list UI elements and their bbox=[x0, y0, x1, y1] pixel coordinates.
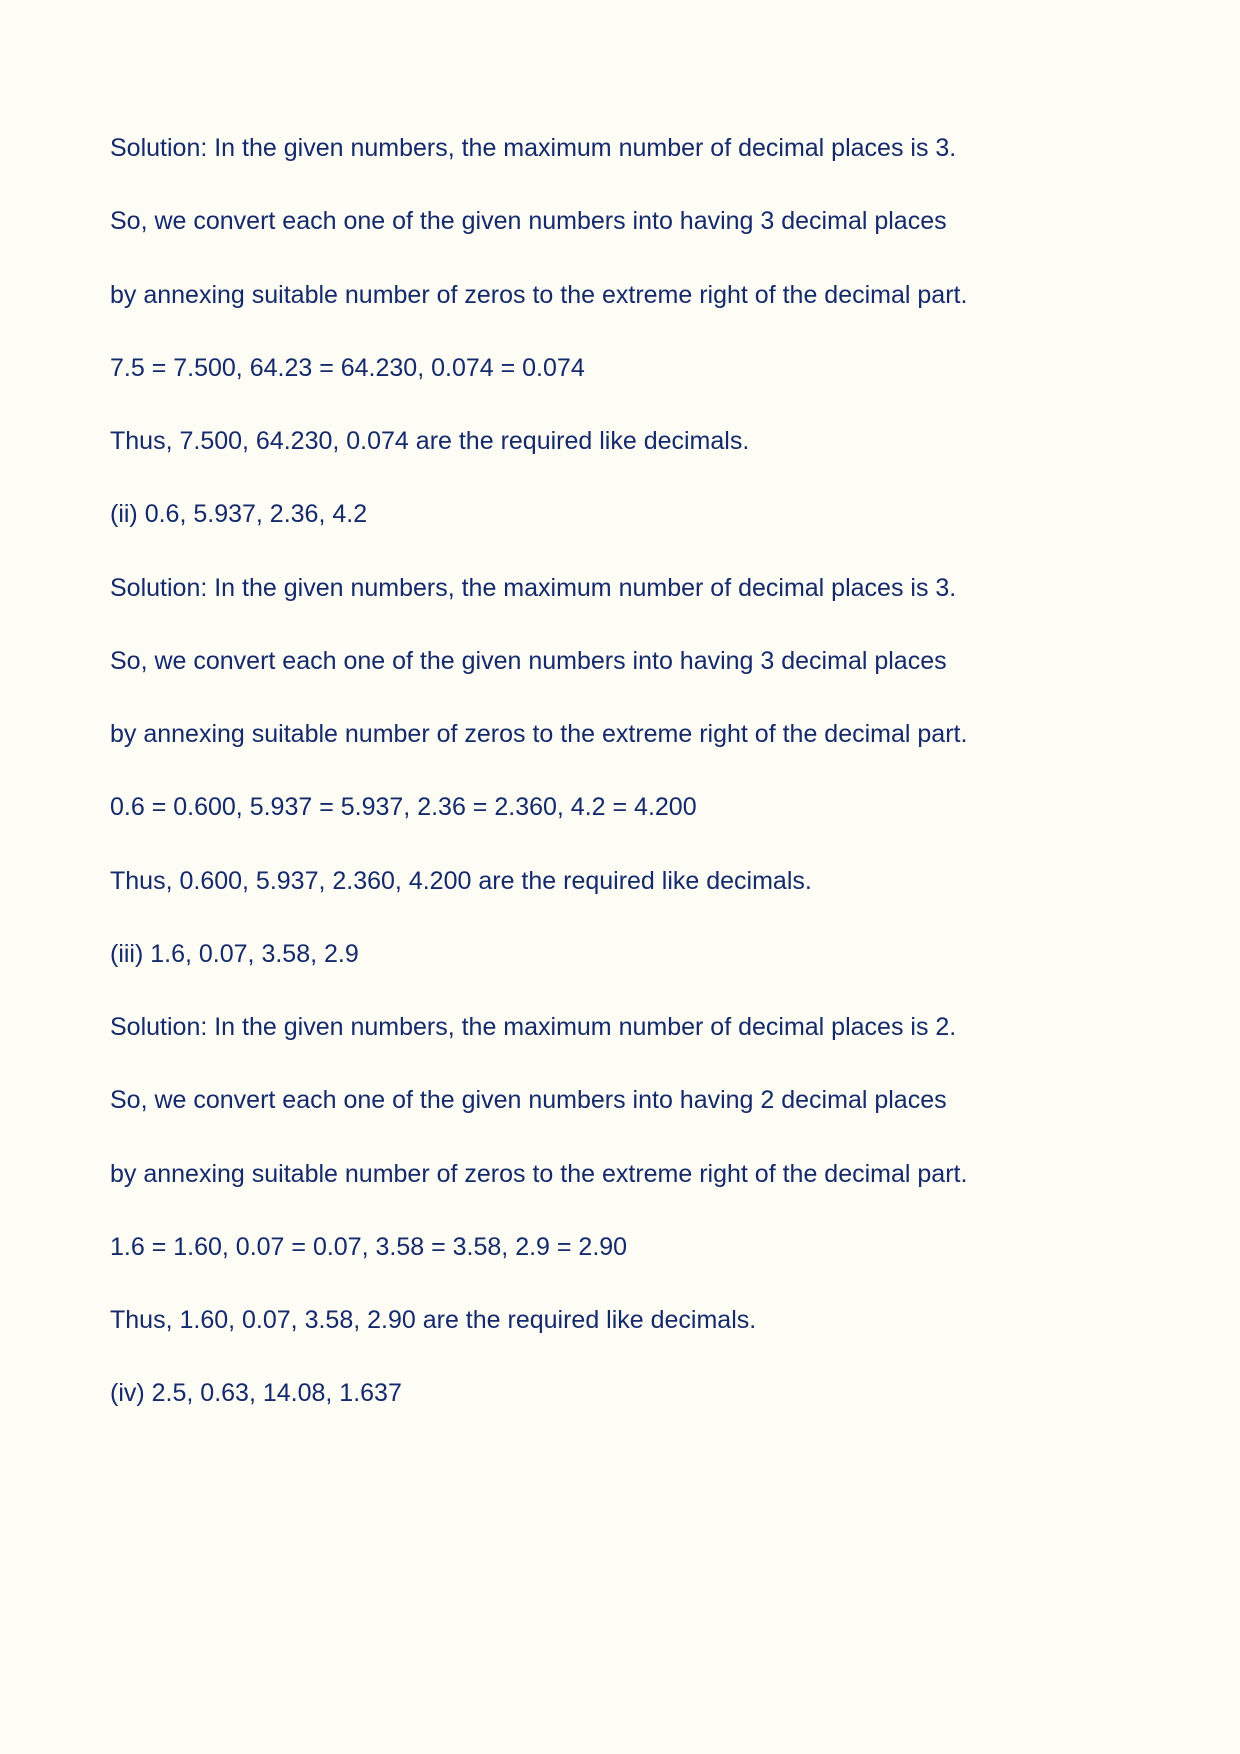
paragraph: Thus, 1.60, 0.07, 3.58, 2.90 are the req… bbox=[110, 1302, 1130, 1338]
page-container: Solution: In the given numbers, the maxi… bbox=[0, 0, 1240, 1754]
paragraph: So, we convert each one of the given num… bbox=[110, 643, 1130, 679]
paragraph: 0.6 = 0.600, 5.937 = 5.937, 2.36 = 2.360… bbox=[110, 789, 1130, 825]
paragraph: 1.6 = 1.60, 0.07 = 0.07, 3.58 = 3.58, 2.… bbox=[110, 1229, 1130, 1265]
paragraph: by annexing suitable number of zeros to … bbox=[110, 1156, 1130, 1192]
paragraph: (iv) 2.5, 0.63, 14.08, 1.637 bbox=[110, 1375, 1130, 1411]
paragraph: Thus, 7.500, 64.230, 0.074 are the requi… bbox=[110, 423, 1130, 459]
paragraph: by annexing suitable number of zeros to … bbox=[110, 277, 1130, 313]
paragraph: Solution: In the given numbers, the maxi… bbox=[110, 1009, 1130, 1045]
paragraph: Solution: In the given numbers, the maxi… bbox=[110, 130, 1130, 166]
paragraph: So, we convert each one of the given num… bbox=[110, 203, 1130, 239]
paragraph: by annexing suitable number of zeros to … bbox=[110, 716, 1130, 752]
paragraph: Thus, 0.600, 5.937, 2.360, 4.200 are the… bbox=[110, 863, 1130, 899]
paragraph: Solution: In the given numbers, the maxi… bbox=[110, 570, 1130, 606]
paragraph: (ii) 0.6, 5.937, 2.36, 4.2 bbox=[110, 496, 1130, 532]
paragraph: So, we convert each one of the given num… bbox=[110, 1082, 1130, 1118]
paragraph: (iii) 1.6, 0.07, 3.58, 2.9 bbox=[110, 936, 1130, 972]
paragraph: 7.5 = 7.500, 64.23 = 64.230, 0.074 = 0.0… bbox=[110, 350, 1130, 386]
